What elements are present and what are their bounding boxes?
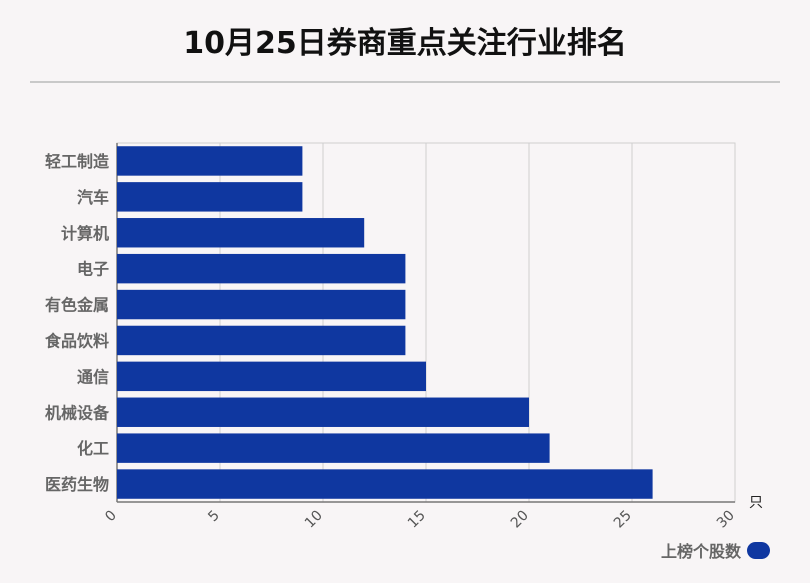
category-label: 汽车	[77, 188, 109, 207]
bar	[117, 182, 303, 212]
category-label: 轻工制造	[45, 152, 110, 171]
bar	[117, 146, 303, 176]
category-label: 通信	[77, 367, 109, 386]
legend-label: 上榜个股数	[660, 542, 741, 561]
x-tick-label: 30	[714, 508, 738, 532]
bar	[117, 325, 406, 356]
x-tick-label: 0	[102, 508, 120, 526]
x-tick-label: 25	[611, 508, 635, 532]
bar	[117, 397, 529, 427]
category-label: 电子	[77, 260, 109, 279]
category-label: 食品饮料	[44, 331, 109, 350]
x-tick-label: 20	[508, 508, 532, 532]
bar	[117, 433, 550, 463]
title-divider	[30, 81, 780, 83]
bar	[117, 253, 406, 284]
x-tick-label: 5	[205, 508, 223, 526]
x-tick-label: 15	[405, 508, 429, 532]
legend[interactable]: 上榜个股数	[661, 538, 770, 562]
chart-title: 10月25日券商重点关注行业排名	[183, 26, 627, 61]
x-tick-label: 10	[302, 508, 326, 532]
bar	[117, 361, 426, 392]
category-label: 机械设备	[45, 403, 110, 422]
category-label: 医药生物	[45, 475, 109, 494]
bar	[117, 289, 406, 320]
legend-swatch	[747, 541, 770, 559]
bar	[117, 218, 365, 248]
category-label: 化工	[77, 439, 109, 458]
bar	[117, 469, 653, 499]
category-label: 计算机	[61, 224, 109, 243]
category-label: 有色金属	[45, 296, 109, 315]
x-unit-label: 只	[749, 495, 763, 511]
